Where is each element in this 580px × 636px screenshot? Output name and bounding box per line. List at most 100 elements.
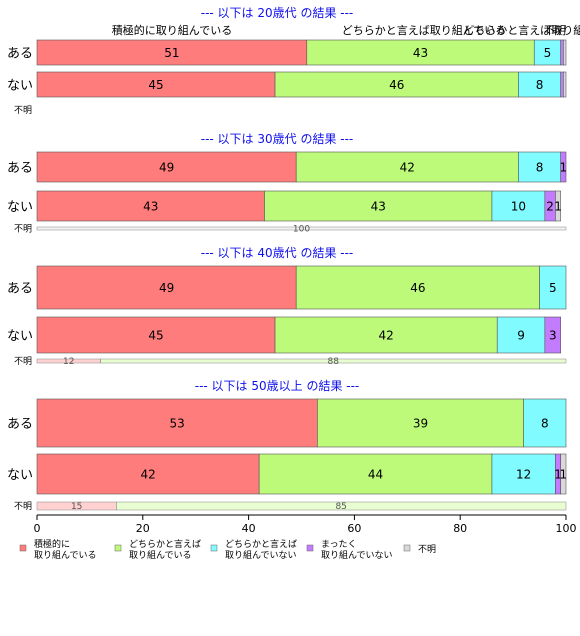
bar-segment [258,453,493,495]
bar-segment [560,39,564,66]
data-label: 53 [170,417,185,431]
bar-segment [36,398,318,448]
bar-segment [36,39,308,66]
bar-segment [518,71,562,98]
data-label: 42 [140,468,155,482]
data-label: 8 [536,78,544,92]
legend-swatch [19,544,27,552]
bar-segment [523,398,567,448]
header-label-2: どちらかと言えば取り組んでいる [342,24,506,37]
row-label: ある [7,282,33,297]
bar-segment [560,453,567,495]
legend-swatch [210,544,218,552]
legend-label: まったく [321,539,357,550]
legend-label: 積極的に [34,538,70,550]
data-label: 10 [511,200,526,214]
data-label: 43 [143,200,158,214]
row-label: ある [7,161,33,176]
x-tick-label: 80 [453,522,467,535]
data-label: 46 [389,78,404,92]
data-label: 5 [544,46,552,60]
bar-segment [518,151,562,183]
data-label: 8 [536,161,544,175]
legend-label: 取り組んでいる [34,549,97,561]
bar-segment [295,151,519,183]
x-tick-label: 60 [347,522,361,535]
bar-segment [274,71,519,98]
row-label: ある [7,417,33,432]
data-label: 51 [164,46,179,60]
bar-segment [36,265,297,310]
data-label: 39 [413,417,428,431]
header-label-1: 積極的に取り組んでいる [112,23,232,37]
unknown-bar-segment [36,226,567,231]
legend-swatch [114,544,122,552]
legend-swatch [306,544,314,552]
data-label: 8 [541,417,549,431]
row-label: ある [7,47,33,62]
unknown-data-label: 88 [328,357,340,367]
data-label: 5 [549,281,557,295]
bar-segment [295,265,540,310]
legend-label: どちらかと言えば [225,538,297,550]
bar-segment [563,39,567,66]
x-tick-label: 40 [242,522,256,535]
x-tick-label: 100 [556,522,577,535]
data-label: 44 [368,468,383,482]
unknown-bar-segment [116,501,567,511]
unknown-row-label: 不明 [14,224,32,235]
x-tick-label: 20 [136,522,150,535]
data-label: 1 [554,468,562,482]
bar-segment [563,71,567,98]
data-label: 46 [410,281,425,295]
legend-label: 取り組んでいない [321,549,393,561]
legend-label: 不明 [418,544,436,555]
group-title: --- 以下は 40歳代 の結果 --- [201,246,354,260]
bar-segment [274,316,498,354]
unknown-row-label: 不明 [14,356,32,367]
data-label: 43 [413,46,428,60]
data-label: 45 [148,329,163,343]
bar-segment [544,316,562,354]
row-label: ない [7,200,33,215]
bar-segment [496,316,546,354]
unknown-bar-segment [100,358,567,364]
row-label: ない [7,79,33,94]
unknown-row-label: 不明 [14,105,32,116]
unknown-data-label: 15 [71,502,82,512]
bar-segment [317,398,524,448]
row-label: ない [7,329,33,344]
legend-label: 取り組んでいない [225,549,297,561]
group-title: --- 以下は 50歳以上 の結果 --- [195,379,360,393]
bar-segment [36,151,297,183]
data-label: 9 [517,329,525,343]
data-label: 49 [159,161,174,175]
data-label: 3 [549,329,557,343]
data-label: 45 [148,78,163,92]
x-tick-label: 0 [34,522,41,535]
row-label: ない [7,468,33,483]
legend-label: どちらかと言えば [129,538,201,550]
legend-label: 取り組んでいる [129,549,192,561]
group-title: --- 以下は 30歳代 の結果 --- [201,132,354,146]
data-label: 49 [159,281,174,295]
data-label: 43 [371,200,386,214]
data-label: 1 [560,468,568,482]
bar-segment [560,71,564,98]
data-label: 1 [554,200,562,214]
header-label-4: 不明 [544,24,566,37]
unknown-data-label: 12 [63,357,74,367]
bar-segment [36,453,260,495]
data-label: 1 [560,161,568,175]
unknown-data-label: 85 [335,502,346,512]
bar-segment [264,190,493,222]
bar-segment [539,265,567,310]
unknown-data-label: 100 [293,225,310,235]
bar-segment [36,316,276,354]
bar-segment [560,151,567,183]
data-label: 2 [546,200,554,214]
data-label: 12 [516,468,531,482]
bar-segment [36,71,276,98]
